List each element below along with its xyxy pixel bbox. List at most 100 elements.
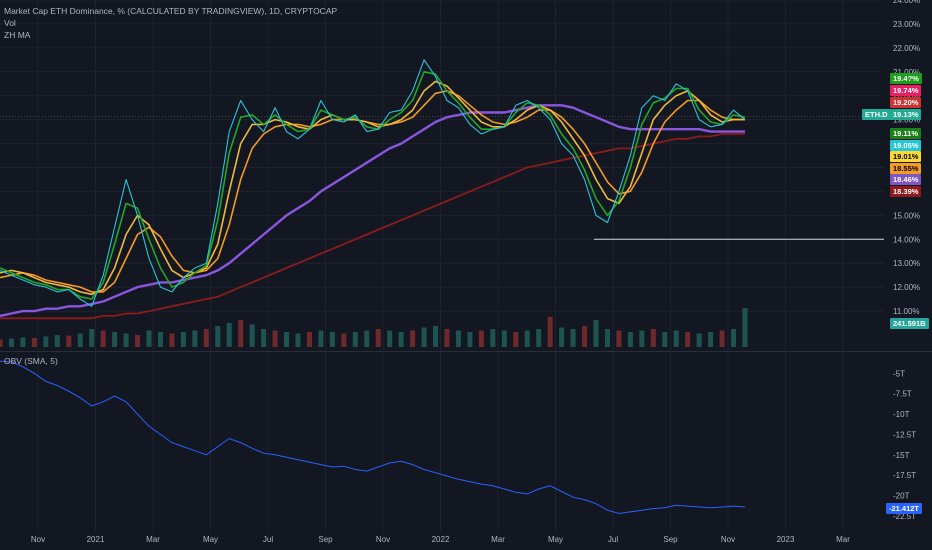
- obv-badge: -21.412T: [886, 503, 923, 514]
- volume-bar: [524, 330, 530, 347]
- x-tick-label: 2022: [432, 535, 450, 544]
- volume-bar: [123, 333, 129, 347]
- volume-bar: [329, 332, 335, 347]
- obv-tick-label: -15T: [893, 451, 910, 460]
- obv-tick-label: -12.5T: [893, 430, 916, 439]
- y-tick-label: 13.00%: [893, 259, 920, 268]
- price-badge: 19.11%: [890, 128, 922, 139]
- volume-bar: [54, 335, 60, 347]
- x-tick-label: Mar: [836, 535, 850, 544]
- price-badge: 18.46%: [890, 174, 922, 185]
- y-tick-label: 12.00%: [893, 283, 920, 292]
- price-badge: 19.4?%: [890, 73, 922, 84]
- volume-bar: [742, 308, 748, 347]
- y-tick-label: 15.00%: [893, 211, 920, 220]
- volume-bar: [306, 332, 312, 347]
- eth-tag: ETH.D: [862, 109, 891, 120]
- x-tick-label: Nov: [376, 535, 390, 544]
- volume-bar: [398, 332, 404, 347]
- x-tick-label: May: [548, 535, 563, 544]
- volume-bar: [352, 332, 358, 347]
- volume-bar: [112, 332, 118, 347]
- y-tick-label: 20.00%: [893, 92, 920, 101]
- volume-bar: [616, 330, 622, 347]
- price-badge: 18.39%: [890, 186, 922, 197]
- volume-bar: [192, 330, 198, 347]
- y-tick-label: 21.00%: [893, 68, 920, 77]
- volume-bar: [169, 333, 175, 347]
- obv-tick-label: -5T: [893, 369, 905, 378]
- y-tick-label: 11.00%: [893, 307, 920, 316]
- volume-bar: [673, 330, 679, 347]
- volume-bar: [410, 330, 416, 347]
- x-tick-label: Nov: [721, 535, 735, 544]
- x-tick-label: Mar: [146, 535, 160, 544]
- volume-bar: [387, 330, 393, 347]
- obv-tick-label: -22.5T: [893, 512, 916, 521]
- obv-tick-label: -17.5T: [893, 471, 916, 480]
- volume-bar: [341, 333, 347, 347]
- volume-bar: [66, 335, 72, 347]
- volume-bar: [261, 329, 267, 347]
- volume-bar: [180, 332, 186, 347]
- volume-bar: [696, 333, 702, 347]
- volume-bar: [604, 329, 610, 347]
- y-tick-label: 14.00%: [893, 235, 920, 244]
- x-tick-label: Sep: [663, 535, 678, 544]
- volume-bar: [547, 317, 553, 347]
- obv-tick-label: -10T: [893, 410, 910, 419]
- volume-bar: [490, 329, 496, 347]
- volume-bar: [146, 330, 152, 347]
- volume-bar: [501, 330, 507, 347]
- volume-bar: [639, 330, 645, 347]
- volume-bar: [284, 332, 290, 347]
- x-tick-label: Jul: [608, 535, 618, 544]
- volume-bar: [478, 330, 484, 347]
- volume-bar: [455, 330, 461, 347]
- y-tick-label: 23.00%: [893, 20, 920, 29]
- volume-bar: [536, 329, 542, 347]
- x-tick-label: May: [203, 535, 218, 544]
- volume-bar: [157, 332, 163, 347]
- volume-bar: [719, 330, 725, 347]
- volume-bar: [513, 332, 519, 347]
- price-badge: 18.55%: [890, 163, 922, 174]
- volume-bar: [249, 324, 255, 347]
- volume-bar: [43, 336, 49, 347]
- x-tick-label: Jul: [263, 535, 273, 544]
- volume-bar: [364, 330, 370, 347]
- volume-bar: [203, 329, 209, 347]
- price-badge: 19.01%: [890, 151, 922, 162]
- volume-bar: [31, 338, 37, 347]
- pane-separator[interactable]: [0, 351, 932, 352]
- volume-bar: [375, 329, 381, 347]
- volume-bar: [559, 327, 565, 347]
- x-tick-label: Mar: [491, 535, 505, 544]
- x-tick-label: Sep: [318, 535, 333, 544]
- volume-bar: [215, 326, 221, 347]
- x-tick-label: 2023: [777, 535, 795, 544]
- volume-bar: [570, 329, 576, 347]
- volume-bar: [685, 332, 691, 347]
- volume-bar: [20, 337, 26, 347]
- volume-bar: [238, 320, 244, 347]
- volume-bar: [295, 333, 301, 347]
- volume-bar: [593, 320, 599, 347]
- volume-bar: [8, 338, 14, 347]
- volume-bar: [135, 335, 141, 347]
- series-ma-green: [0, 71, 746, 300]
- volume-bar: [433, 326, 439, 347]
- volume-bar: [444, 329, 450, 347]
- obv-label: OBV (SMA, 5): [4, 356, 58, 366]
- volume-bar: [627, 332, 633, 347]
- series-ma-purple: [0, 104, 745, 318]
- price-badge: 19.20%: [890, 97, 922, 108]
- obv-line: [0, 360, 746, 515]
- volume-bar: [662, 332, 668, 347]
- volume-bar: [731, 329, 737, 347]
- volume-bar: [100, 330, 106, 347]
- price-badge: 19.13%: [890, 109, 922, 120]
- volume-bar: [708, 332, 714, 347]
